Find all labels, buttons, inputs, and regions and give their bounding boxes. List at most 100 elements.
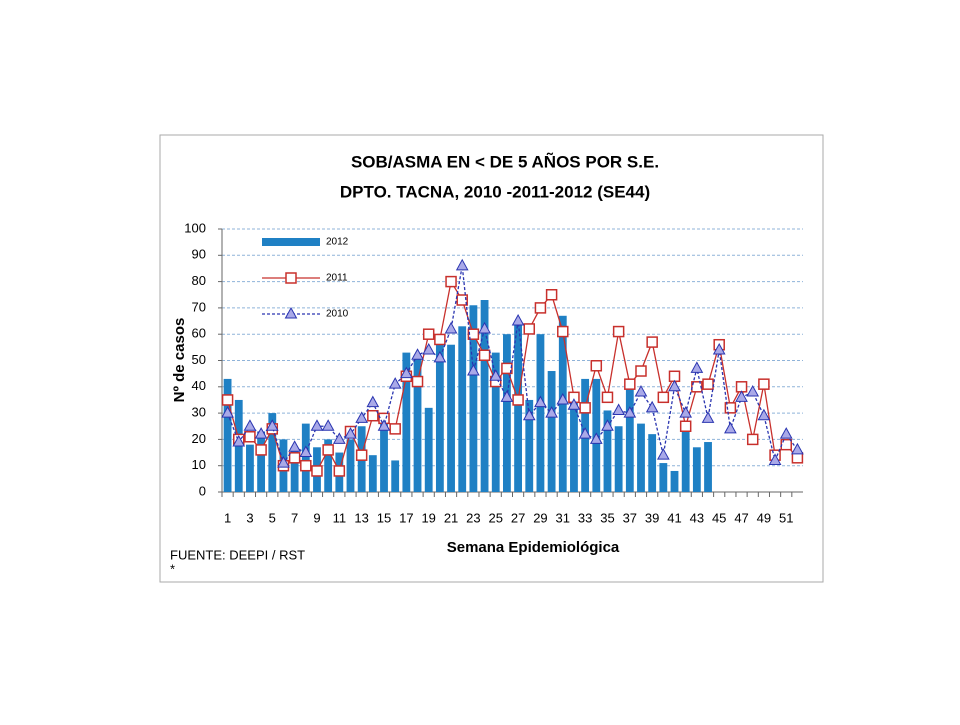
marker — [746, 433, 759, 446]
bar — [704, 442, 712, 492]
x-axis-label: Semana Epidemiológica — [447, 539, 620, 556]
bar — [536, 334, 545, 492]
bar — [324, 439, 333, 492]
line — [226, 265, 798, 465]
legend-marker — [284, 306, 298, 319]
x-tick-label: 33 — [578, 510, 592, 525]
marker — [702, 378, 714, 390]
marker — [344, 427, 357, 439]
marker — [288, 452, 301, 464]
bar — [670, 470, 679, 492]
bar — [491, 352, 500, 492]
x-tick-label: 11 — [333, 510, 347, 525]
x-tick-label: 3 — [246, 510, 253, 525]
marker — [265, 419, 279, 431]
marker — [757, 408, 771, 421]
bar — [659, 463, 668, 492]
bar — [447, 344, 455, 492]
marker — [355, 449, 368, 461]
bar — [648, 434, 657, 492]
marker — [589, 432, 603, 444]
marker — [724, 402, 737, 414]
marker — [244, 431, 256, 443]
marker — [634, 385, 648, 397]
y-axis-label: Nº de casos — [171, 318, 188, 403]
bar — [435, 339, 444, 492]
y-tick-label: 30 — [192, 405, 206, 420]
marker — [299, 445, 313, 458]
marker — [601, 419, 614, 431]
x-tick-label: 17 — [399, 510, 413, 525]
marker — [478, 321, 491, 334]
marker — [467, 363, 480, 376]
marker — [433, 350, 447, 363]
bar — [458, 326, 467, 492]
bar — [692, 447, 701, 492]
marker — [411, 375, 424, 388]
x-tick-label: 35 — [600, 510, 614, 525]
y-tick-label: 80 — [192, 273, 206, 288]
marker — [322, 444, 334, 456]
marker — [601, 391, 614, 404]
marker — [567, 398, 581, 410]
bar — [525, 399, 534, 492]
y-tick-label: 60 — [192, 326, 206, 341]
x-tick-label: 5 — [269, 510, 276, 525]
marker — [367, 409, 379, 422]
marker — [556, 392, 570, 405]
marker — [635, 365, 647, 377]
marker — [455, 258, 469, 271]
marker — [355, 411, 369, 423]
marker — [623, 406, 637, 418]
marker — [434, 333, 446, 346]
marker — [679, 406, 693, 418]
marker — [456, 294, 468, 306]
marker — [255, 444, 267, 456]
marker — [590, 360, 603, 372]
marker — [791, 442, 804, 455]
bar — [503, 334, 511, 492]
x-tick-label: 25 — [489, 510, 503, 525]
marker — [500, 390, 514, 402]
marker — [311, 465, 323, 477]
marker — [489, 369, 503, 381]
bar — [681, 423, 690, 492]
marker — [243, 419, 257, 431]
note: * — [170, 561, 175, 576]
bar — [290, 447, 299, 492]
bar — [346, 439, 355, 492]
y-tick-label: 50 — [192, 352, 206, 367]
bar — [637, 423, 645, 492]
marker — [333, 465, 346, 477]
marker — [557, 325, 569, 338]
y-tick-label: 40 — [192, 378, 206, 393]
marker — [545, 406, 558, 418]
marker — [779, 427, 793, 439]
marker — [501, 362, 513, 375]
marker — [512, 394, 524, 406]
bar — [368, 455, 377, 492]
x-tick-label: 43 — [690, 510, 704, 525]
marker — [746, 385, 760, 397]
marker — [735, 390, 748, 402]
marker — [646, 336, 658, 348]
y-tick-label: 10 — [192, 457, 206, 472]
marker — [366, 395, 380, 408]
marker — [579, 402, 591, 414]
marker — [422, 342, 436, 355]
marker — [411, 348, 424, 360]
x-tick-label: 47 — [734, 510, 748, 525]
chart-subtitle: DPTO. TACNA, 2010 -2011-2012 (SE44) — [340, 182, 650, 201]
x-tick-label: 37 — [623, 510, 637, 525]
marker — [288, 440, 301, 452]
marker — [388, 377, 402, 389]
marker — [511, 314, 525, 326]
x-tick-label: 31 — [556, 510, 570, 525]
marker — [612, 403, 625, 415]
marker — [321, 419, 335, 431]
bar — [402, 352, 411, 492]
x-tick-label: 23 — [466, 510, 480, 525]
legend-label: 2011 — [326, 273, 348, 284]
marker — [612, 325, 625, 338]
